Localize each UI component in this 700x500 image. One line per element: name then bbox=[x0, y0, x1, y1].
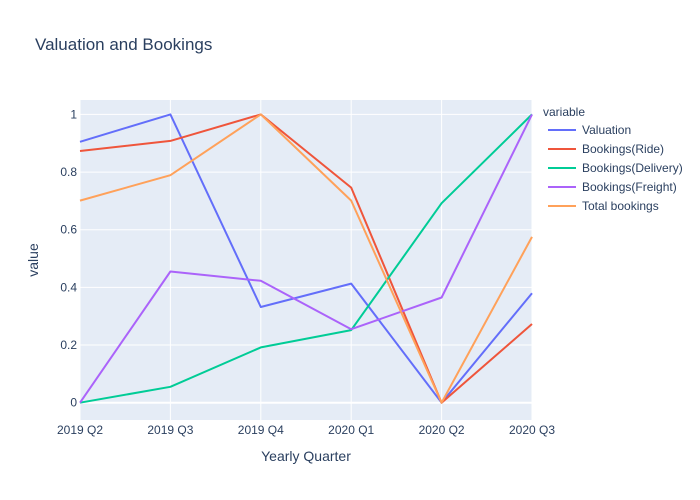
y-axis-ticks: 0 0.2 0.4 0.6 0.8 1 bbox=[60, 107, 77, 409]
legend-label: Total bookings bbox=[582, 199, 659, 213]
y-tick-label: 0.6 bbox=[60, 223, 77, 237]
y-tick-label: 0 bbox=[70, 396, 77, 410]
legend-title: variable bbox=[543, 105, 585, 119]
gridlines bbox=[79, 100, 533, 420]
legend-label: Valuation bbox=[582, 123, 631, 137]
series-layer bbox=[79, 113, 533, 404]
legend-item-bookings-delivery[interactable]: Bookings(Delivery) bbox=[548, 161, 683, 175]
y-tick-label: 0.4 bbox=[60, 280, 77, 294]
plot-area bbox=[80, 100, 532, 420]
series-line-bookings-delivery bbox=[79, 113, 533, 404]
legend-label: Bookings(Ride) bbox=[582, 142, 664, 156]
x-axis-title: Yearly Quarter bbox=[261, 448, 351, 464]
series-line-total-bookings bbox=[79, 113, 533, 404]
x-axis-ticks: 2019 Q2 2019 Q3 2019 Q4 2020 Q1 2020 Q2 2020 … bbox=[57, 423, 555, 437]
legend-item-total-bookings[interactable]: Total bookings bbox=[548, 199, 659, 213]
x-tick-label: 2019 Q4 bbox=[238, 423, 284, 437]
y-axis-title: value bbox=[25, 243, 41, 277]
x-tick-label: 2020 Q3 bbox=[509, 423, 555, 437]
legend-item-bookings-ride[interactable]: Bookings(Ride) bbox=[548, 142, 664, 156]
y-tick-label: 0.2 bbox=[60, 338, 77, 352]
x-tick-label: 2020 Q2 bbox=[419, 423, 465, 437]
legend-label: Bookings(Freight) bbox=[582, 180, 677, 194]
chart-title: Valuation and Bookings bbox=[35, 35, 212, 54]
x-tick-label: 2019 Q2 bbox=[57, 423, 103, 437]
legend-label: Bookings(Delivery) bbox=[582, 161, 683, 175]
series-line-bookings-ride bbox=[79, 113, 533, 404]
series-line-bookings-freight bbox=[79, 113, 533, 404]
series-line-valuation bbox=[79, 113, 533, 404]
legend-item-bookings-freight[interactable]: Bookings(Freight) bbox=[548, 180, 677, 194]
x-tick-label: 2020 Q1 bbox=[328, 423, 374, 437]
legend: variable Valuation Bookings(Ride) Bookings… bbox=[543, 105, 683, 213]
x-tick-label: 2019 Q3 bbox=[147, 423, 193, 437]
y-tick-label: 0.8 bbox=[60, 165, 77, 179]
y-tick-label: 1 bbox=[70, 107, 77, 121]
legend-item-valuation[interactable]: Valuation bbox=[548, 123, 631, 137]
